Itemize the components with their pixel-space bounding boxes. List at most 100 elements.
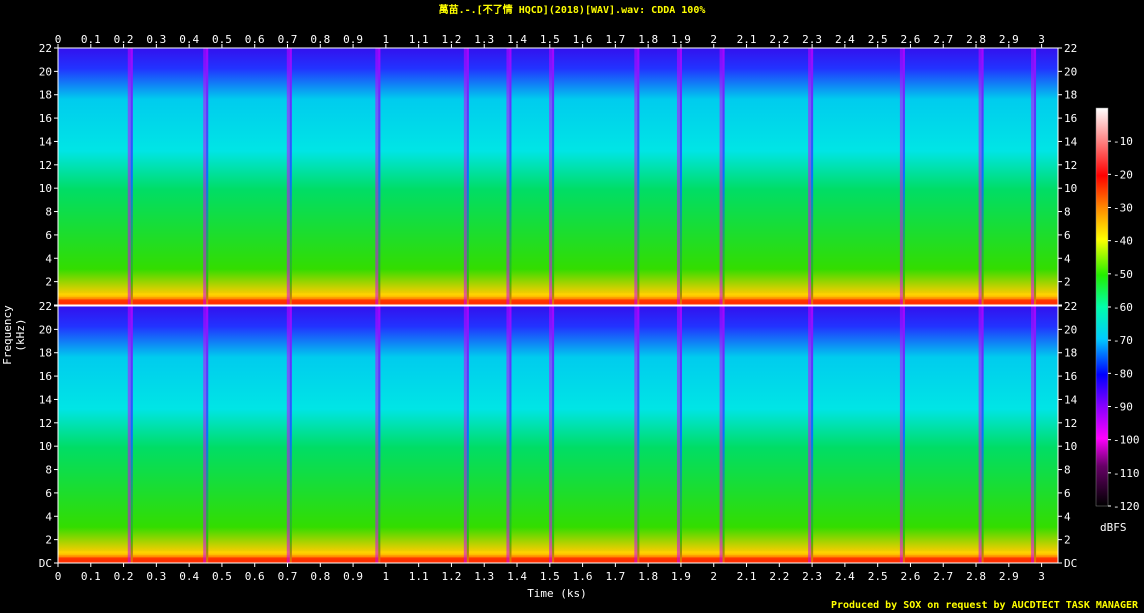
x-tick-label: 0.6 — [245, 33, 265, 46]
x-tick-label: 0.2 — [114, 570, 134, 583]
y-tick-label: 18 — [1064, 347, 1077, 360]
channel-1-track-gap-glow-14 — [1031, 48, 1037, 305]
x-tick-label: 0.3 — [146, 33, 166, 46]
x-tick-label: 0.7 — [278, 570, 298, 583]
y-tick-label: 2 — [1064, 534, 1071, 547]
colorbar-tick-label: -50 — [1113, 268, 1133, 281]
colorbar-tick-label: -70 — [1113, 334, 1133, 347]
channel-2-track-gap-glow-9 — [676, 306, 682, 563]
channel-2-track-boundary-10 — [722, 306, 725, 563]
x-tick-label: 2.1 — [737, 570, 757, 583]
channel-2-track-gap-glow-3 — [286, 306, 292, 563]
y-tick-label: 10 — [39, 440, 52, 453]
channel-1-track-boundary-9 — [679, 48, 682, 305]
y-tick-label: 8 — [45, 206, 52, 219]
x-tick-label: 2.7 — [933, 33, 953, 46]
x-tick-label: 1.9 — [671, 33, 691, 46]
channel-2-track-boundary-14 — [1034, 306, 1037, 563]
y-tick-label: 12 — [1064, 417, 1077, 430]
x-tick-label: 2 — [710, 570, 717, 583]
x-axis-label: Time (ks) — [527, 587, 587, 600]
channel-2-spectrum — [58, 306, 1058, 563]
colorbar-tick-label: -120 — [1113, 500, 1140, 513]
y-tick-label: 18 — [39, 89, 52, 102]
x-tick-label: 2.1 — [737, 33, 757, 46]
y-tick-label: 20 — [39, 323, 52, 336]
channel-1-track-boundary-4 — [378, 48, 381, 305]
x-tick-label: 2 — [710, 33, 717, 46]
x-tick-label: 1.8 — [638, 570, 658, 583]
x-tick-label: 0.3 — [146, 570, 166, 583]
channel-1-track-gap-glow-6 — [506, 48, 512, 305]
x-tick-label: 0.8 — [310, 33, 330, 46]
y-tick-label: 16 — [39, 112, 52, 125]
x-tick-label: 2.5 — [868, 570, 888, 583]
channel-2-track-gap-glow-8 — [634, 306, 640, 563]
y-tick-label: 14 — [39, 393, 53, 406]
y-tick-label: DC — [39, 557, 52, 570]
channel-2-track-gap-glow-7 — [549, 306, 555, 563]
colorbar-tick-label: -90 — [1113, 401, 1133, 414]
y-tick-label: 6 — [45, 229, 52, 242]
y-tick-label: 18 — [39, 347, 52, 360]
channel-2-track-gap-glow-10 — [719, 306, 725, 563]
x-tick-label: 3 — [1038, 570, 1045, 583]
x-tick-label: 1 — [383, 33, 390, 46]
x-tick-label: 0 — [55, 33, 62, 46]
x-tick-label: 0.6 — [245, 570, 265, 583]
channel-2-track-boundary-13 — [981, 306, 984, 563]
x-tick-label: 1 — [383, 570, 390, 583]
channel-1-track-boundary-5 — [466, 48, 469, 305]
y-tick-label: 2 — [45, 276, 52, 289]
x-tick-label: 1.2 — [442, 570, 462, 583]
colorbar-tick-label: -10 — [1113, 135, 1133, 148]
channel-2-track-boundary-3 — [289, 306, 292, 563]
channel-1-track-gap-glow-3 — [286, 48, 292, 305]
x-tick-label: 2.9 — [999, 33, 1019, 46]
channel-1-track-gap-glow-7 — [549, 48, 555, 305]
channel-2-track-gap-glow-6 — [506, 306, 512, 563]
channel-1-track-gap-glow-11 — [808, 48, 814, 305]
channel-1-track-gap-glow-8 — [634, 48, 640, 305]
channel-1-low-band-1 — [58, 299, 1058, 304]
x-tick-label: 0 — [55, 570, 62, 583]
y-tick-label: 22 — [1064, 42, 1077, 55]
y-tick-label: 2 — [1064, 276, 1071, 289]
x-tick-label: 2.2 — [769, 33, 789, 46]
y-tick-label: 10 — [39, 182, 52, 195]
x-tick-label: 1.9 — [671, 570, 691, 583]
channel-2-track-boundary-2 — [206, 306, 209, 563]
y-tick-label: 10 — [1064, 440, 1077, 453]
channel-2-track-gap-glow-12 — [899, 306, 905, 563]
y-tick-label: 6 — [1064, 229, 1071, 242]
channel-1-track-boundary-7 — [552, 48, 555, 305]
colorbar-tick-label: -20 — [1113, 168, 1133, 181]
channel-2-track-boundary-4 — [378, 306, 381, 563]
y-tick-label: 20 — [39, 65, 52, 78]
y-tick-label: 8 — [1064, 464, 1071, 477]
x-tick-label: 2.3 — [802, 570, 822, 583]
channel-2-frame — [57, 305, 1059, 564]
y-tick-label: 16 — [1064, 112, 1077, 125]
channel-1-track-boundary-3 — [289, 48, 292, 305]
channel-1-track-boundary-1 — [130, 48, 133, 305]
x-tick-label: 0.5 — [212, 33, 232, 46]
x-tick-label: 2.3 — [802, 33, 822, 46]
channel-2-low-band-1 — [58, 557, 1058, 562]
x-tick-label: 2.4 — [835, 570, 855, 583]
channel-2-track-boundary-8 — [637, 306, 640, 563]
y-tick-label: 16 — [1064, 370, 1077, 383]
y-tick-label: 6 — [1064, 487, 1071, 500]
y-tick-label: 4 — [45, 252, 52, 265]
x-tick-label: 2.8 — [966, 570, 986, 583]
y-tick-label: 6 — [45, 487, 52, 500]
y-tick-label: 14 — [1064, 393, 1078, 406]
channel-1-track-gap-glow-5 — [463, 48, 469, 305]
y-tick-label: 4 — [1064, 510, 1071, 523]
x-tick-label: 0.8 — [310, 570, 330, 583]
y-tick-label: 18 — [1064, 89, 1077, 102]
y-tick-label: 14 — [39, 135, 53, 148]
x-tick-label: 0.2 — [114, 33, 134, 46]
y-tick-label: 20 — [1064, 323, 1077, 336]
